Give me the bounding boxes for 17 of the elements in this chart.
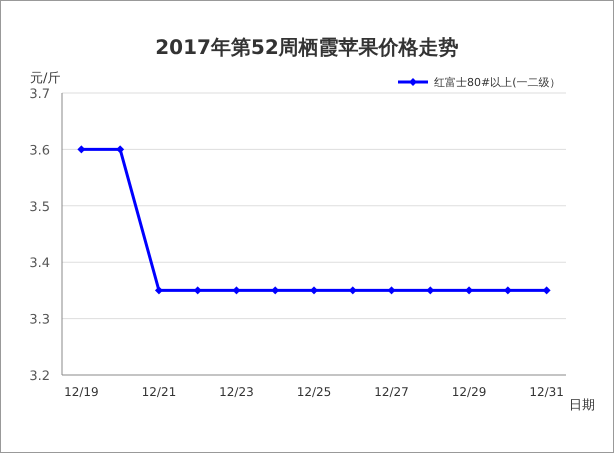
x-tick-label: 12/29: [452, 385, 486, 399]
x-tick-label: 12/27: [374, 385, 409, 399]
x-tick-label: 12/23: [219, 385, 254, 399]
y-tick-label: 3.6: [29, 143, 50, 158]
y-tick-label: 3.4: [29, 256, 50, 272]
legend-label: 红富士80#以上(一二级）: [434, 76, 561, 89]
x-tick-label: 12/25: [296, 385, 332, 399]
y-tick-label: 3.7: [29, 87, 50, 102]
x-tick-label: 12/19: [64, 385, 99, 399]
y-tick-label: 3.2: [29, 369, 50, 384]
y-tick-label: 3.3: [29, 312, 50, 328]
y-tick-label: 3.5: [29, 200, 50, 215]
chart-title: 2017年第52周栖霞苹果价格走势: [155, 35, 459, 59]
x-axis-title: 日期: [569, 398, 595, 413]
x-tick-label: 12/31: [529, 385, 564, 399]
x-tick-label: 12/21: [142, 385, 176, 399]
y-axis-title: 元/斤: [30, 71, 60, 86]
